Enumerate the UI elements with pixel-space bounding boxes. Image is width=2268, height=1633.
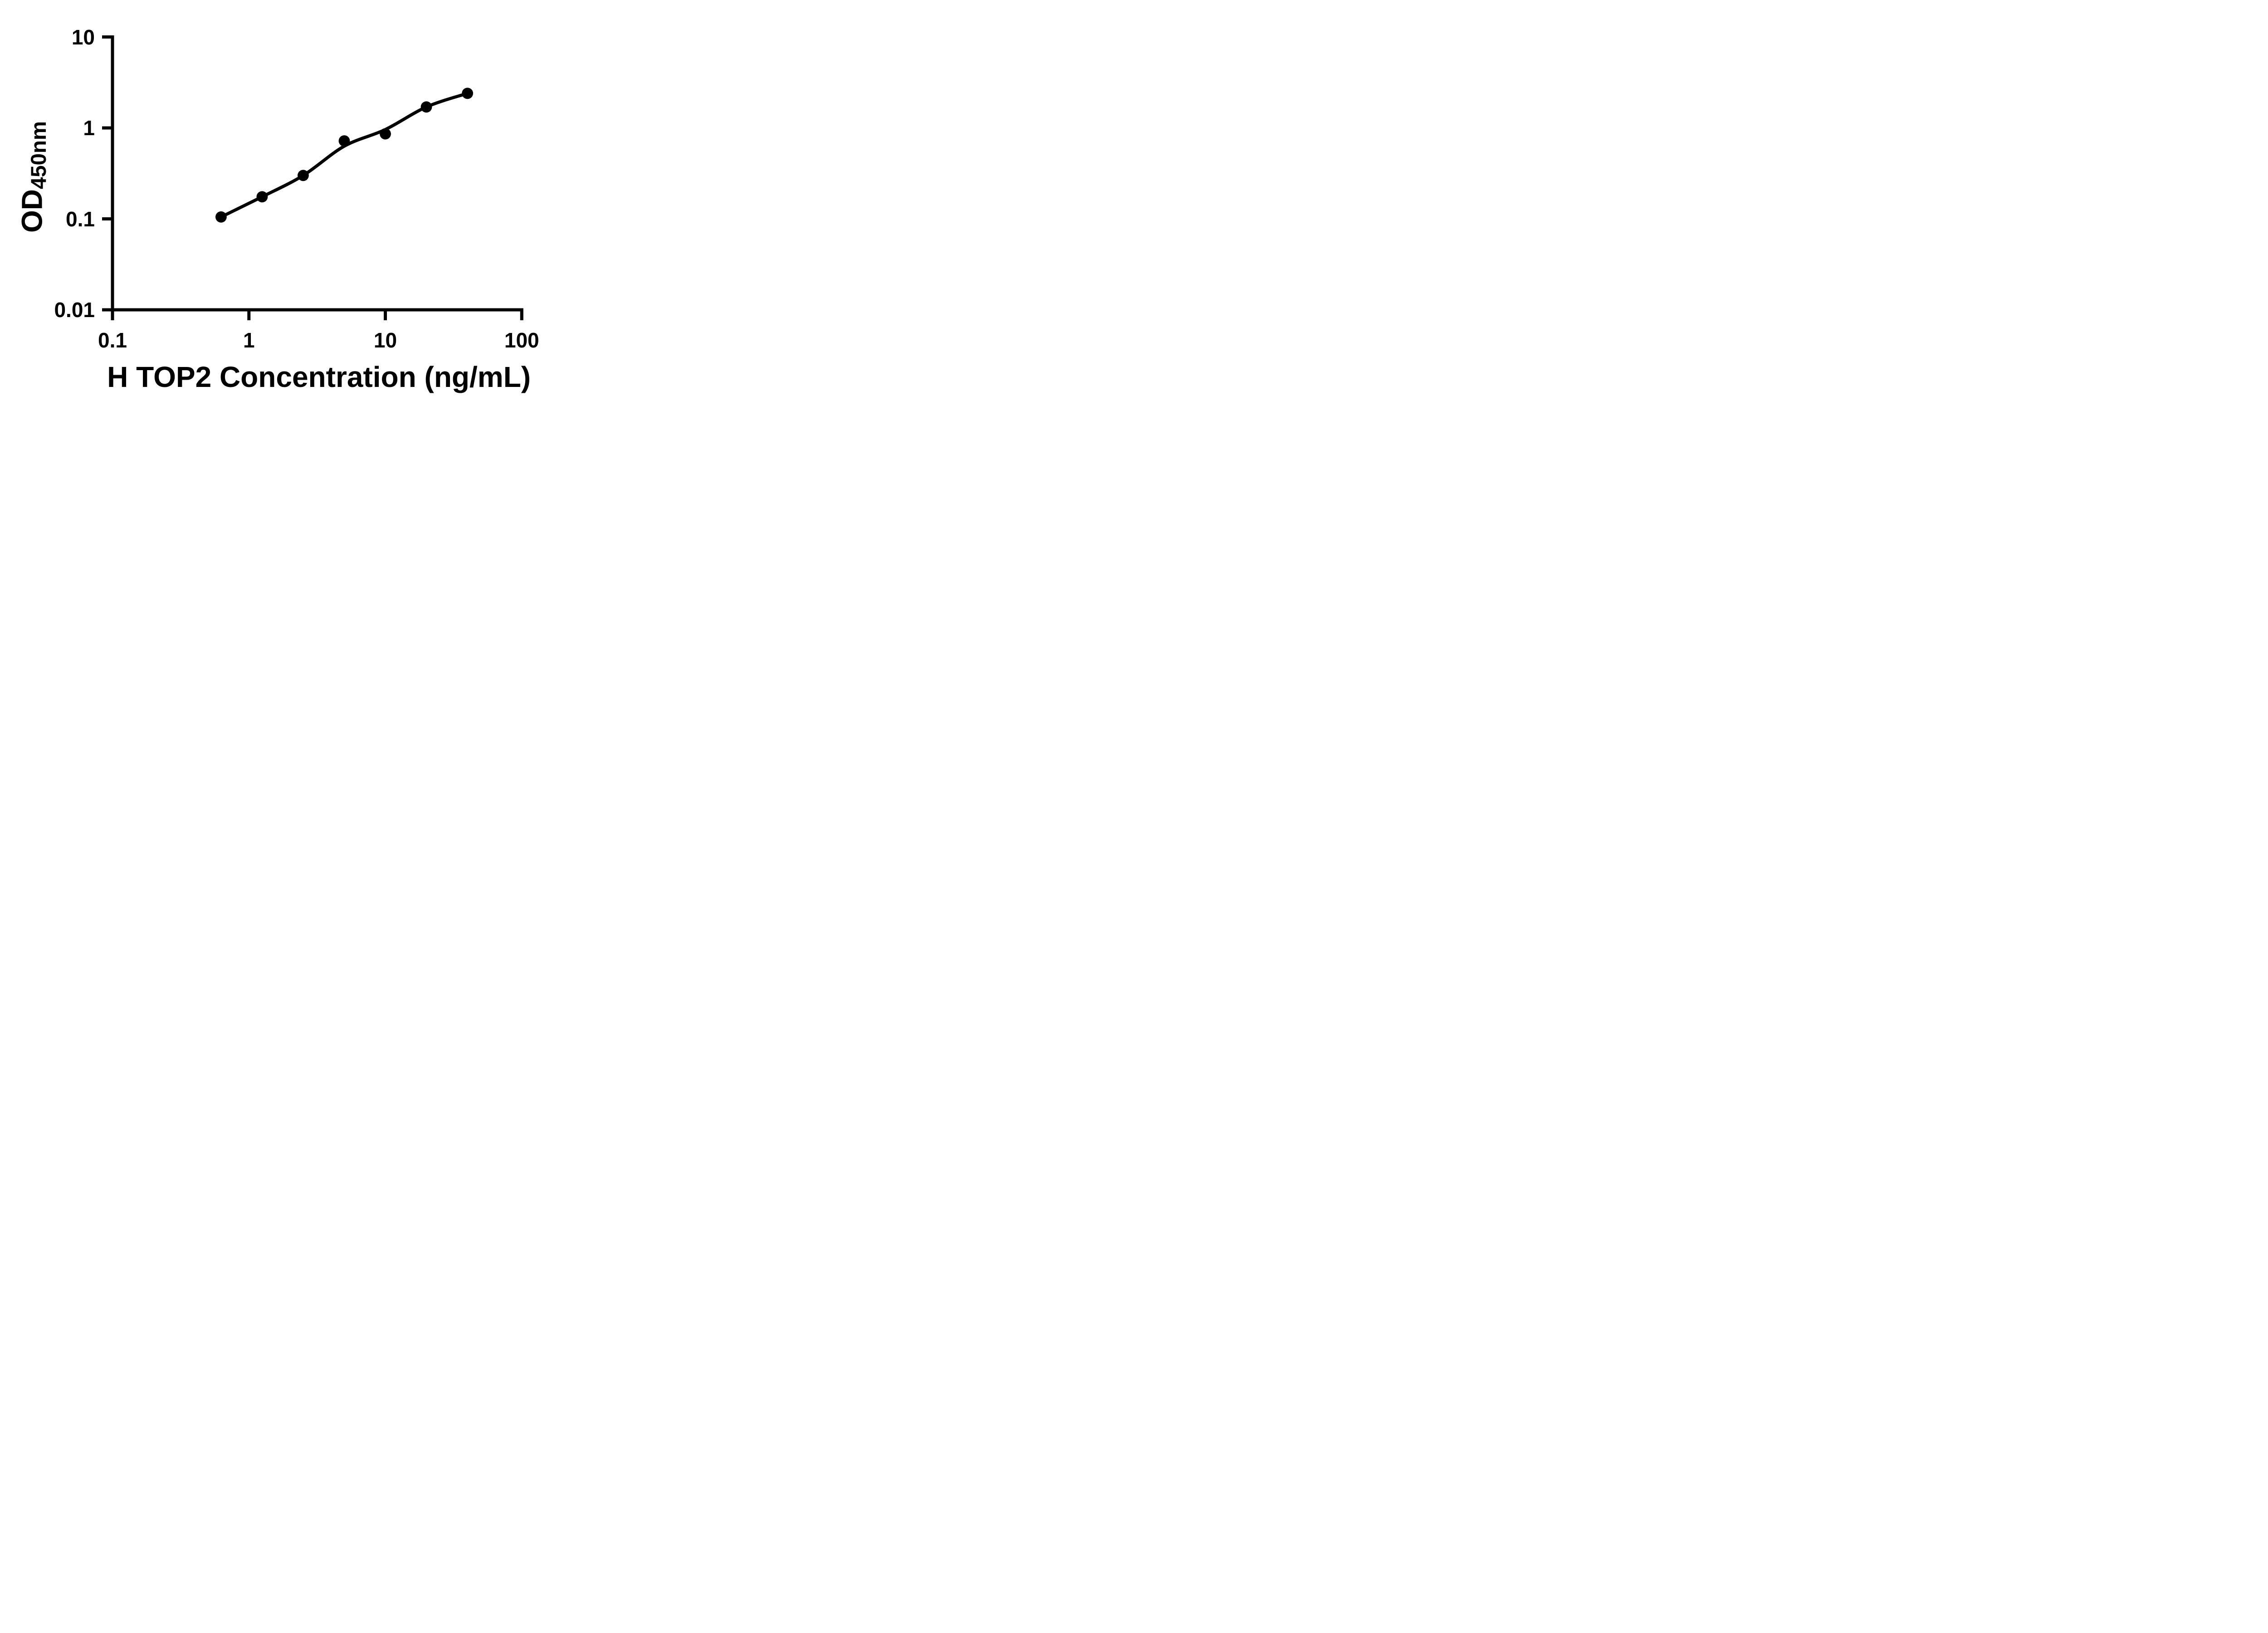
plot-area [102,35,523,320]
data-point-5 [380,128,391,140]
x-axis [112,308,523,320]
data-point-7 [462,88,473,99]
data-point-1 [215,211,227,223]
x-tick-label-100: 100 [504,328,539,352]
data-point-4 [338,135,350,147]
x-tick-label-10: 10 [373,328,397,352]
elisa-standard-curve-figure: 10 1 0.1 0.01 0.1 1 10 100 OD450nm H TOP… [0,0,583,408]
x-tick-label-0p1: 0.1 [98,328,127,352]
x-tick-label-1: 1 [243,328,255,352]
y-tick-label-10: 10 [71,25,95,49]
y-tick-label-0p1: 0.1 [66,207,95,231]
y-axis [102,35,114,320]
y-axis-title: OD450nm [15,121,51,233]
y-tick-label-1: 1 [83,116,95,140]
y-axis-title-main: OD [15,189,49,233]
x-axis-title: H TOP2 Concentration (ng/mL) [107,361,531,393]
data-point-3 [298,170,309,181]
data-point-6 [420,101,432,113]
data-point-2 [256,191,268,203]
y-axis-title-subscript: 450nm [27,121,51,190]
y-tick-label-0p01: 0.01 [54,298,95,322]
